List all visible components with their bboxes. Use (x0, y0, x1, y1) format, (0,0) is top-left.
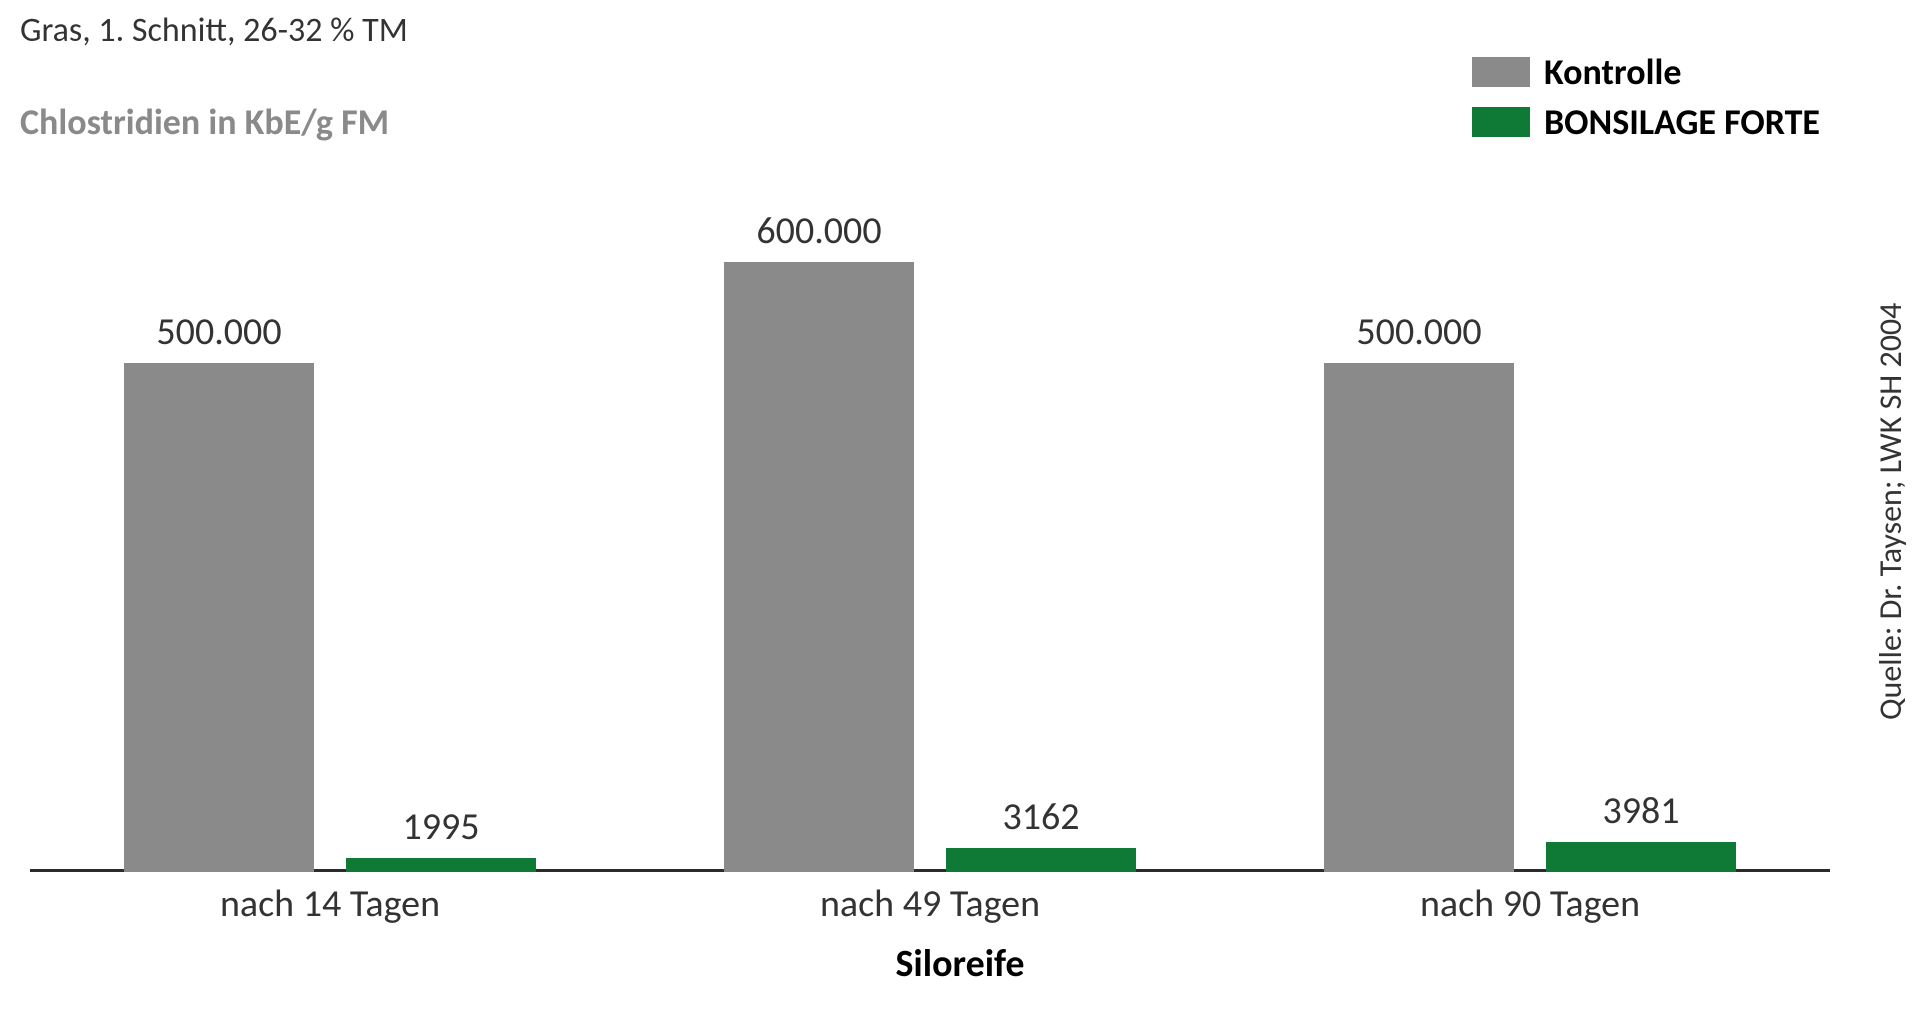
bar-group: 500.000 3981 (1324, 160, 1736, 872)
plot-area: 500.000 1995 600.000 3162 (30, 160, 1830, 872)
bar-wrap: 500.000 (124, 160, 314, 872)
bar-value-label: 3162 (1002, 794, 1079, 840)
bar-wrap: 1995 (346, 160, 536, 872)
source-note: Quelle: Dr. Taysen; LWK SH 2004 (1871, 0, 1910, 1022)
bar-wrap: 3162 (946, 160, 1136, 872)
chart-container: Gras, 1. Schnitt, 26-32 % TM Chlostridie… (0, 0, 1920, 1022)
category-label: nach 90 Tagen (1420, 881, 1640, 927)
bar-value-label: 500.000 (1356, 309, 1481, 355)
bar-kontrolle (724, 262, 914, 872)
legend-label-kontrolle: Kontrolle (1544, 50, 1681, 94)
category-label: nach 14 Tagen (220, 881, 440, 927)
x-axis-label: Siloreife (0, 941, 1920, 987)
bar-value-label: 500.000 (156, 309, 281, 355)
legend-item-kontrolle: Kontrolle (1472, 50, 1820, 94)
bar-wrap: 600.000 (724, 160, 914, 872)
bar-wrap: 3981 (1546, 160, 1736, 872)
category-label: nach 49 Tagen (820, 881, 1040, 927)
bar-bonsilage (1546, 842, 1736, 872)
bar-value-label: 3981 (1602, 788, 1679, 834)
bar-value-label: 600.000 (756, 208, 881, 254)
bar-bonsilage (346, 858, 536, 872)
legend-label-bonsilage: BONSILAGE FORTE (1544, 100, 1820, 144)
y-axis-label: Chlostridien in KbE/g FM (20, 100, 389, 144)
category-labels: nach 14 Tagen nach 49 Tagen nach 90 Tage… (30, 881, 1830, 927)
bar-group: 600.000 3162 (724, 160, 1136, 872)
bar-group: 500.000 1995 (124, 160, 536, 872)
legend-swatch-bonsilage (1472, 107, 1530, 137)
legend-item-bonsilage: BONSILAGE FORTE (1472, 100, 1820, 144)
legend: Kontrolle BONSILAGE FORTE (1472, 50, 1820, 150)
bar-groups: 500.000 1995 600.000 3162 (30, 160, 1830, 872)
bar-bonsilage (946, 848, 1136, 872)
bar-kontrolle (124, 363, 314, 872)
legend-swatch-kontrolle (1472, 57, 1530, 87)
bar-value-label: 1995 (402, 804, 479, 850)
subtitle: Gras, 1. Schnitt, 26-32 % TM (20, 10, 408, 51)
bar-kontrolle (1324, 363, 1514, 872)
bar-wrap: 500.000 (1324, 160, 1514, 872)
